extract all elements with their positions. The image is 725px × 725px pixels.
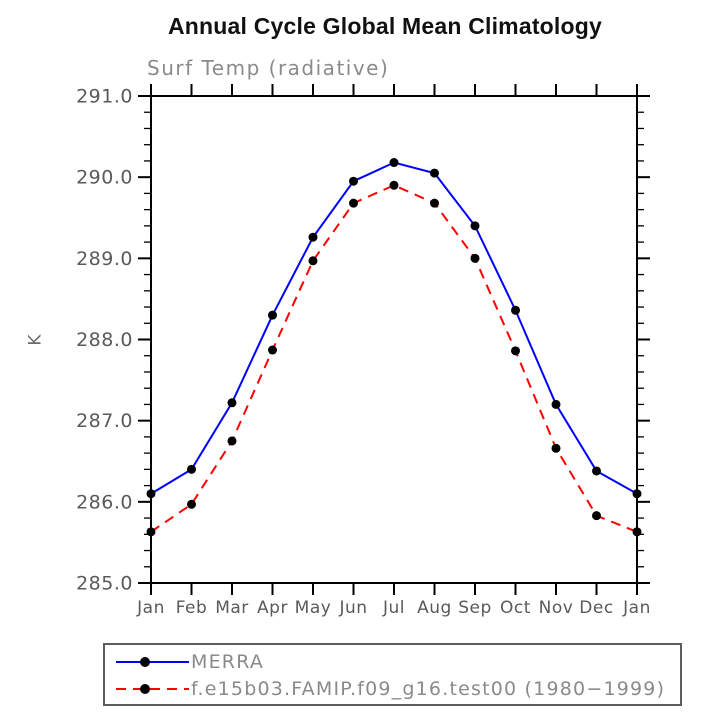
x-tick-label: Jan (136, 598, 165, 618)
data-point-marker (146, 527, 156, 537)
x-tick-label: Dec (579, 598, 613, 618)
data-point-marker (187, 499, 196, 509)
data-point-marker (268, 310, 277, 320)
legend-line-sample-model (116, 684, 189, 694)
legend-marker-dot (140, 684, 150, 694)
data-point-marker (632, 527, 642, 537)
series-line-1 (150, 184, 638, 533)
legend-label-model: f.e15b03.FAMIP.f09_g16.test00 (1980−1999… (191, 677, 666, 700)
data-point-marker (227, 436, 237, 446)
data-point-marker (551, 399, 561, 409)
y-tick-label: 286.0 (76, 491, 133, 513)
legend-item-merra: MERRA (111, 648, 680, 675)
x-tick-label: Feb (176, 598, 208, 618)
data-point-marker (187, 464, 196, 474)
data-point-marker (349, 198, 358, 208)
x-tick-label: Jan (622, 598, 651, 618)
x-tick-label: Oct (500, 598, 531, 618)
data-point-marker (389, 158, 399, 168)
data-point-marker (511, 346, 520, 356)
y-tick-label: 288.0 (76, 329, 133, 351)
x-tick-label: Mar (215, 598, 249, 618)
x-tick-label: Nov (539, 598, 574, 618)
data-point-marker (592, 511, 601, 521)
legend-marker-dot (140, 657, 150, 667)
data-point-marker (430, 198, 439, 208)
legend-label-merra: MERRA (191, 650, 265, 673)
x-tick-label: Sep (458, 598, 492, 618)
data-point-marker (308, 256, 318, 266)
data-point-marker (470, 221, 480, 231)
y-tick-label: 291.0 (76, 86, 133, 108)
plot-frame (150, 95, 638, 584)
data-point-marker (470, 253, 480, 263)
y-tick-label: 289.0 (76, 248, 133, 270)
data-point-marker (146, 489, 156, 499)
y-tick-label: 290.0 (76, 167, 133, 189)
data-point-marker (430, 168, 439, 178)
x-tick-label: Jun (338, 598, 367, 618)
legend-item-model: f.e15b03.FAMIP.f09_g16.test00 (1980−1999… (111, 675, 680, 702)
line-chart-plot-area: Jan Feb Mar Apr May Jun Jul Aug Sep Oct Nov Dec Jan2… (76, 84, 651, 618)
chart-title: Annual Cycle Global Mean Climatology (167, 13, 603, 39)
x-tick-label: Aug (417, 598, 452, 618)
data-point-marker (389, 180, 399, 190)
data-point-marker (227, 398, 237, 408)
series-line-0 (150, 161, 638, 495)
x-tick-label: Jul (382, 598, 405, 618)
legend-box: MERRA f.e15b03.FAMIP.f09_g16.test00 (198… (103, 643, 682, 706)
data-point-marker (268, 345, 277, 355)
data-point-marker (551, 443, 561, 453)
x-tick-label: Apr (257, 598, 288, 618)
x-tick-label: May (295, 598, 332, 618)
chart-subtitle: Surf Temp (radiative) (147, 56, 390, 80)
y-tick-label: 287.0 (76, 410, 133, 432)
data-point-marker (308, 232, 318, 242)
data-point-marker (592, 466, 601, 476)
data-point-marker (349, 176, 358, 186)
legend-line-sample-merra (116, 657, 189, 667)
y-tick-label: 285.0 (76, 573, 133, 595)
data-point-marker (511, 305, 520, 315)
data-point-marker (632, 489, 642, 499)
